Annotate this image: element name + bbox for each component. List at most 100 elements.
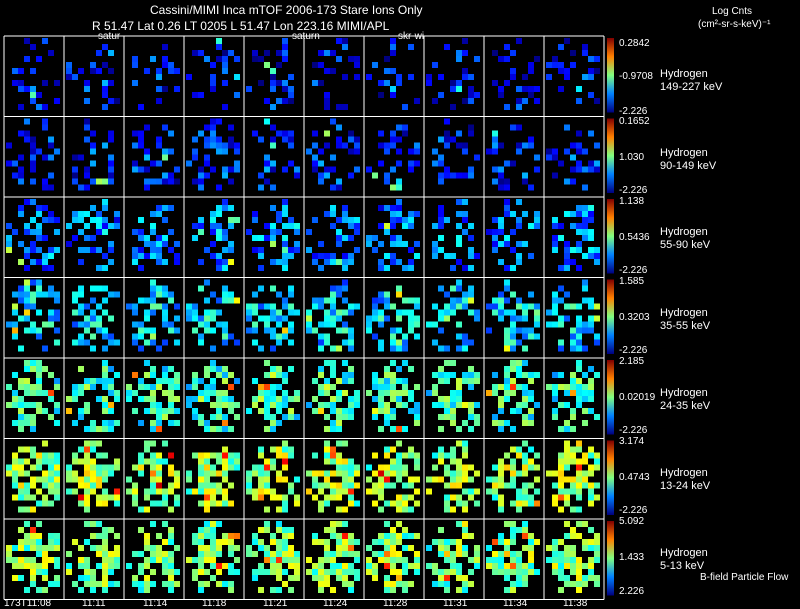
heatmap-cell [234,297,240,304]
heatmap-cell [150,390,156,396]
heatmap-cell [396,378,402,384]
heatmap-cell [522,390,528,396]
heatmap-cell [162,339,168,346]
heatmap-cell [324,494,330,501]
heatmap-cell [90,464,96,471]
heatmap-cell [450,86,456,92]
heatmap-cell [228,297,234,304]
heatmap-cell [108,426,114,432]
heatmap-cell [390,253,396,259]
heatmap-cell [24,297,30,304]
heatmap-cell [444,136,450,143]
heatmap-cell [78,184,84,191]
heatmap-cell [18,315,24,322]
heatmap-cell [348,235,354,241]
panel-1-1 [72,118,114,191]
heatmap-cell [576,321,582,328]
heatmap-cell [90,315,96,322]
heatmap-cell [258,56,264,62]
heatmap-cell [42,563,48,569]
heatmap-cell [48,533,54,539]
heatmap-cell [432,384,438,390]
heatmap-cell [474,92,480,98]
heatmap-cell [222,56,228,62]
heatmap-cell [558,265,564,271]
heatmap-cell [24,223,30,229]
heatmap-cell [228,217,234,223]
heatmap-cell [54,575,60,581]
heatmap-cell [102,327,108,334]
heatmap-cell [570,506,576,513]
heatmap-cell [348,396,354,402]
heatmap-cell [204,154,210,161]
heatmap-cell [390,92,396,98]
heatmap-cell [144,241,150,247]
heatmap-cell [456,569,462,575]
heatmap-cell [576,229,582,235]
heatmap-cell [264,315,270,322]
heatmap-cell [222,229,228,235]
heatmap-cell [414,500,420,507]
heatmap-cell [468,378,474,384]
heatmap-cell [504,333,510,340]
heatmap-cell [486,327,492,334]
heatmap-cell [456,172,462,179]
heatmap-cell [204,494,210,501]
heatmap-cell [402,587,408,593]
heatmap-cell [210,309,216,316]
heatmap-cell [210,142,216,149]
heatmap-cell [342,476,348,483]
heatmap-cell [204,321,210,328]
heatmap-cell [384,482,390,489]
heatmap-cell [222,104,228,110]
heatmap-cell [18,104,24,110]
heatmap-cell [318,303,324,310]
heatmap-cell [210,494,216,501]
heatmap-cell [108,166,114,173]
heatmap-cell [264,426,270,432]
heatmap-cell [462,378,468,384]
heatmap-cell [156,470,162,477]
heatmap-cell [354,56,360,62]
heatmap-cell [318,50,324,56]
heatmap-cell [504,80,510,86]
heatmap-cell [318,297,324,304]
heatmap-cell [534,166,540,173]
heatmap-cell [102,199,108,205]
heatmap-cell [510,446,516,453]
heatmap-cell [384,575,390,581]
heatmap-cell [270,86,276,92]
heatmap-cell [42,345,48,352]
heatmap-cell [210,327,216,334]
heatmap-cell [336,136,342,143]
heatmap-cell [366,569,372,575]
heatmap-cell [372,408,378,414]
heatmap-cell [474,470,480,477]
heatmap-cell [570,581,576,587]
heatmap-cell [192,372,198,378]
heatmap-cell [96,229,102,235]
heatmap-cell [36,390,42,396]
heatmap-cell [516,551,522,557]
heatmap-cell [282,315,288,322]
heatmap-cell [66,223,72,229]
heatmap-cell [372,309,378,316]
heatmap-cell [330,557,336,563]
heatmap-cell [318,160,324,167]
heatmap-cell [228,426,234,432]
heatmap-cell [570,50,576,56]
heatmap-cell [282,136,288,143]
panel-2-8 [486,199,540,271]
heatmap-cell [342,74,348,80]
heatmap-cell [72,321,78,328]
heatmap-cell [372,235,378,241]
heatmap-cell [594,533,600,539]
heatmap-cell [270,494,276,501]
heatmap-cell [498,142,504,149]
heatmap-cell [78,247,84,253]
heatmap-cell [210,315,216,322]
heatmap-cell [270,285,276,292]
heatmap-cell [162,500,168,507]
heatmap-cell [330,366,336,372]
heatmap-cell [564,68,570,74]
